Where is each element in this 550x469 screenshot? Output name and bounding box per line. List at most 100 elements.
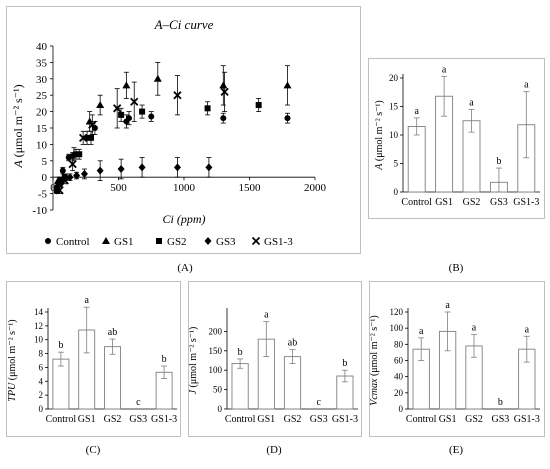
data-point bbox=[138, 163, 146, 172]
legend-item-control: Control bbox=[45, 236, 90, 248]
chart-title-a: A–Ci curve bbox=[154, 17, 214, 32]
x-tick-label-b: GS1 bbox=[435, 197, 453, 208]
x-tick-label-b: Control bbox=[401, 197, 432, 208]
significance-letter-b: b bbox=[496, 156, 501, 167]
data-point bbox=[125, 115, 132, 122]
significance-letter-d: c bbox=[316, 397, 321, 408]
data-point bbox=[122, 81, 131, 89]
y-tick-label-e: 40 bbox=[394, 372, 404, 382]
data-point bbox=[66, 173, 74, 182]
x-axis-label-a: Ci (ppm) bbox=[163, 212, 206, 226]
data-point bbox=[78, 133, 88, 142]
x-tick-label-c: GS1 bbox=[78, 414, 96, 425]
y-tick-label-a: 0 bbox=[42, 172, 48, 184]
y-tick-label-b: 0 bbox=[394, 187, 399, 197]
x-tick-label-c: GS2 bbox=[104, 414, 122, 425]
significance-letter-e: a bbox=[472, 323, 477, 334]
x-tick-label-d: GS1-3 bbox=[332, 414, 358, 425]
y-tick-label-a: 25 bbox=[36, 90, 48, 102]
legend-marker bbox=[102, 237, 110, 244]
significance-letter-b: a bbox=[469, 97, 474, 108]
x-tick-label-e: GS1-3 bbox=[514, 414, 540, 425]
data-point bbox=[204, 105, 211, 112]
legend-label: Control bbox=[56, 236, 90, 248]
y-tick-label-b: 10 bbox=[389, 130, 399, 140]
significance-letter-b: a bbox=[414, 106, 419, 117]
data-point bbox=[73, 171, 81, 180]
y-tick-label-c: 10 bbox=[34, 335, 44, 345]
legend-label: GS1-3 bbox=[264, 236, 293, 248]
significance-letter-d: ab bbox=[288, 338, 297, 349]
panel-d-frame bbox=[188, 281, 362, 437]
x-tick-label-e: GS2 bbox=[465, 414, 483, 425]
y-tick-label-c: 12 bbox=[34, 321, 43, 331]
x-tick-label-d: GS3 bbox=[310, 414, 328, 425]
legend-marker bbox=[204, 237, 212, 245]
data-point bbox=[96, 101, 105, 109]
x-tick-label-a: 0 bbox=[50, 182, 56, 194]
y-tick-label-e: 120 bbox=[390, 307, 404, 317]
significance-letter-c: b bbox=[58, 340, 63, 351]
data-point bbox=[76, 151, 83, 158]
x-tick-label-b: GS1-3 bbox=[513, 197, 539, 208]
panel-e-frame bbox=[369, 281, 545, 437]
x-tick-label-a: 1000 bbox=[173, 182, 196, 194]
data-point bbox=[69, 150, 78, 158]
data-point bbox=[284, 115, 291, 122]
y-tick-label-a: -10 bbox=[32, 205, 47, 217]
y-tick-label-c: 8 bbox=[39, 349, 44, 359]
y-axis-label-d: J (μmol m⁻² s⁻¹) bbox=[188, 327, 199, 395]
data-point bbox=[148, 113, 155, 120]
data-point bbox=[255, 102, 262, 109]
y-axis-label-e: Vcmax (μmol m⁻² s⁻¹) bbox=[369, 315, 380, 406]
y-tick-label-b: 5 bbox=[394, 159, 399, 169]
panel-label-d: (D) bbox=[266, 444, 282, 456]
significance-letter-b: a bbox=[524, 80, 529, 91]
significance-letter-d: a bbox=[264, 310, 269, 321]
y-tick-label-a: 35 bbox=[36, 57, 48, 69]
series-gs2 bbox=[53, 98, 262, 195]
y-tick-label-a: 40 bbox=[36, 41, 48, 53]
legend-item-gs2: GS2 bbox=[156, 236, 187, 248]
y-tick-label-d: 100 bbox=[209, 365, 223, 375]
legend-marker bbox=[251, 236, 261, 246]
bar-c-gs2 bbox=[104, 346, 121, 410]
data-point bbox=[130, 97, 139, 106]
panel-label-a: (A) bbox=[177, 262, 193, 274]
significance-letter-c: c bbox=[136, 397, 141, 408]
legend-label: GS2 bbox=[167, 236, 187, 248]
data-point bbox=[173, 163, 181, 172]
data-point bbox=[59, 167, 66, 174]
data-point bbox=[87, 134, 94, 141]
y-tick-label-a: 15 bbox=[36, 123, 48, 135]
y-tick-label-d: 0 bbox=[218, 404, 223, 414]
x-tick-label-a: 1500 bbox=[239, 182, 262, 194]
y-tick-label-c: 2 bbox=[39, 390, 44, 400]
y-tick-label-e: 20 bbox=[394, 388, 404, 398]
y-tick-label-e: 60 bbox=[394, 356, 404, 366]
data-point bbox=[219, 81, 228, 89]
y-tick-label-a: 20 bbox=[36, 107, 48, 119]
data-point bbox=[80, 169, 88, 178]
x-tick-label-c: GS1-3 bbox=[151, 414, 177, 425]
y-tick-label-a: -5 bbox=[38, 189, 48, 201]
data-point bbox=[118, 111, 125, 118]
panel-a-frame bbox=[6, 6, 361, 254]
x-tick-label-e: GS3 bbox=[492, 414, 510, 425]
data-point bbox=[113, 104, 122, 113]
y-tick-label-a: 10 bbox=[36, 139, 48, 151]
data-point bbox=[153, 74, 162, 82]
data-point bbox=[173, 91, 182, 100]
x-tick-label-c: GS3 bbox=[129, 414, 147, 425]
x-tick-label-a: 500 bbox=[110, 182, 127, 194]
significance-letter-e: a bbox=[419, 326, 424, 337]
x-tick-label-c: Control bbox=[46, 414, 77, 425]
x-tick-label-b: GS2 bbox=[463, 197, 481, 208]
y-tick-label-b: 20 bbox=[389, 73, 399, 83]
y-tick-label-e: 80 bbox=[394, 339, 404, 349]
bar-d-gs2 bbox=[283, 356, 302, 410]
significance-letter-d: b bbox=[342, 358, 347, 369]
data-point bbox=[60, 176, 69, 185]
panel-label-e: (E) bbox=[448, 444, 464, 456]
